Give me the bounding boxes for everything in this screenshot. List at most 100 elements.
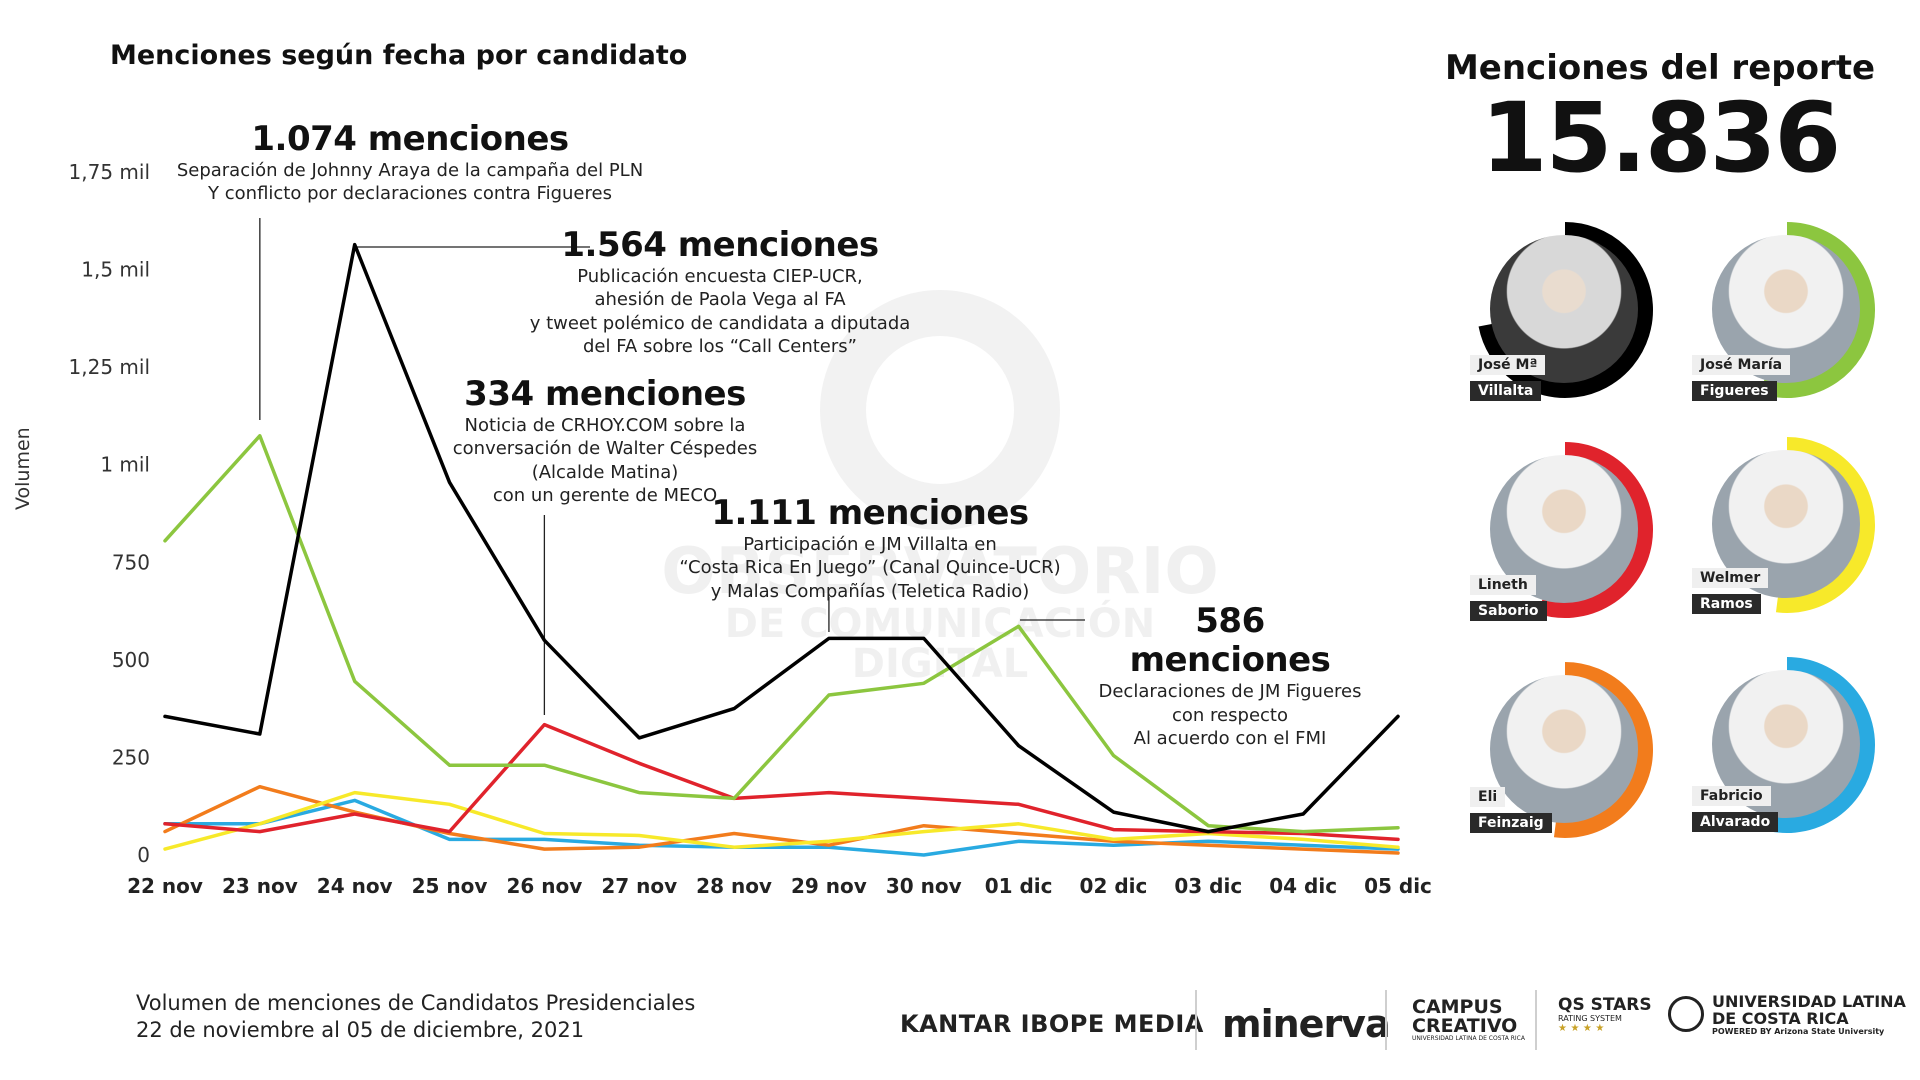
candidate-alvarado: Fabricio Alvarado [1692,650,1882,840]
x-tick-label: 25 nov [412,874,488,898]
y-tick-label: 1 mil [100,453,150,477]
line-chart: 0 250 500 750 1 mil 1,25 mil 1,5 mil 1,75 mil 22… [69,160,1432,898]
footer-line2: 22 de noviembre al 05 de diciembre, 2021 [136,1018,585,1043]
candidate-feinzaig: Eli Feinzaig [1470,655,1660,845]
annotation-586: 586 menciones Declaraciones de JM Figuer… [1090,601,1370,750]
divider [1385,990,1387,1050]
divider [1195,990,1197,1050]
x-tick-label: 30 nov [886,874,962,898]
kantar-logo: KANTAR IBOPE MEDIA [900,1010,1204,1038]
qs-stars-logo: QS STARS RATING SYSTEM ★ ★ ★ ★ [1558,995,1652,1035]
candidate-first-name: Lineth [1470,575,1536,595]
series-line-welmer-ramos [163,790,1400,851]
globe-icon [1668,996,1704,1032]
candidate-last-name: Alvarado [1692,812,1779,832]
share-arc [1553,662,1653,838]
candidate-first-name: José Mª [1470,355,1546,375]
watermark-line1: OBSERVATORIO [661,535,1219,609]
footer-line1: Volumen de menciones de Candidatos Presi… [136,991,696,1015]
share-arc [1775,437,1875,613]
candidate-first-name: José María [1692,355,1791,375]
series-line-fabricio-alvarado [163,798,1400,857]
share-ring [1537,442,1653,618]
x-tick-label: 29 nov [791,874,867,898]
watermark-line2: DE COMUNICACIÓN DIGITAL [724,601,1156,687]
share-ring [1553,662,1653,838]
share-ring [1759,657,1875,833]
annotation-1564: 1.564 menciones Publicación encuesta CIE… [520,225,920,359]
candidate-first-name: Fabricio [1692,786,1771,806]
candidate-first-name: Eli [1470,787,1506,807]
series-line-josé-mª-villalta [163,242,1400,834]
x-tick-label: 23 nov [222,874,298,898]
annotation-line: Y conflicto por declaraciones contra Fig… [208,183,612,205]
share-ring [1759,222,1875,398]
annotation-line: Participación e JM Villalta en [743,534,997,556]
x-tick-label: 22 nov [127,874,203,898]
y-tick-label: 250 [112,745,150,769]
annotation-value: 586 menciones [1129,601,1331,681]
x-tick-label: 28 nov [696,874,772,898]
ulatina-line1: UNIVERSIDAD LATINA [1712,992,1906,1011]
x-tick-label: 27 nov [601,874,677,898]
annotation-line: (Alcalde Matina) [531,461,679,483]
x-tick-label: 05 dic [1364,874,1432,898]
divider [1535,990,1537,1050]
annotation-line: Separación de Johnny Araya de la campaña… [176,160,644,182]
avatar [1490,675,1638,823]
y-tick-label: 750 [112,550,150,574]
x-tick-label: 03 dic [1174,874,1242,898]
annotation-value: 334 menciones [464,374,746,414]
candidate-saborio: Lineth Saborio [1470,435,1660,625]
candidate-last-name: Figueres [1692,381,1777,401]
x-tick-label: 02 dic [1080,874,1148,898]
candidate-ramos: Welmer Ramos [1692,430,1882,620]
candidate-last-name: Ramos [1692,594,1761,614]
annotation-line: Al acuerdo con el FMI [1133,727,1327,749]
series-line-josé-maría-figueres [163,434,1400,834]
share-arc [1537,442,1653,618]
annotation-line: del FA sobre los “Call Centers” [583,336,857,358]
series-line-lineth-saborío [163,722,1400,842]
candidate-villalta: José Mª Villalta [1470,215,1660,405]
annotation-value: 1.564 menciones [561,225,879,265]
campus-creativo-logo: CAMPUS CREATIVO UNIVERSIDAD LATINA DE CO… [1412,998,1525,1042]
y-tick-label: 0 [137,843,150,867]
annotation-line: “Costa Rica En Juego” (Canal Quince-UCR) [679,557,1061,579]
report-total: 15.836 [1480,82,1841,194]
y-tick-label: 1,5 mil [81,258,150,282]
annotation-value: 1.074 menciones [251,119,569,159]
y-tick-label: 1,25 mil [69,355,150,379]
share-arc [1759,657,1875,833]
candidate-last-name: Feinzaig [1470,813,1552,833]
share-arc [1759,222,1875,398]
annotation-line: ahesión de Paola Vega al FA [594,289,846,311]
campus-line2: CREATIVO [1412,1015,1518,1037]
minerva-logo: minerva [1222,1002,1391,1046]
candidate-figueres: José María Figueres [1692,215,1882,405]
ulatina-line2: DE COSTA RICA [1712,1008,1849,1028]
annotation-line: conversación de Walter Céspedes [452,438,758,460]
y-tick-label: 1,75 mil [69,160,150,184]
candidate-last-name: Saborio [1470,601,1547,621]
campus-line1: CAMPUS [1412,996,1503,1018]
x-tick-label: 01 dic [985,874,1053,898]
annotation-334: 334 menciones Noticia de CRHOY.COM sobre… [445,374,765,508]
candidate-last-name: Villalta [1470,381,1542,401]
annotation-line: Declaraciones de JM Figueres [1098,681,1362,703]
x-tick-label: 26 nov [506,874,582,898]
annotation-line: con respecto [1172,704,1288,726]
annotation-1111: 1.111 menciones Participación e JM Villa… [670,493,1070,603]
annotation-line: y Malas Compañías (Teletica Radio) [710,580,1030,602]
watermark: OBSERVATORIO DE COMUNICACIÓN DIGITAL [660,290,1220,684]
x-tick-label: 04 dic [1269,874,1337,898]
annotation-line: Noticia de CRHOY.COM sobre la [464,415,746,437]
candidate-first-name: Welmer [1692,568,1769,588]
footer-caption: Volumen de menciones de Candidatos Presi… [136,990,695,1045]
y-tick-label: 500 [112,648,150,672]
annotation-line: Publicación encuesta CIEP-UCR, [577,266,863,288]
annotation-line: con un gerente de MECO [492,485,718,507]
qs-line1: QS STARS [1558,995,1652,1015]
report-title: Menciones del reporte [1444,48,1876,88]
annotation-line: y tweet polémico de candidata a diputada [529,312,911,334]
